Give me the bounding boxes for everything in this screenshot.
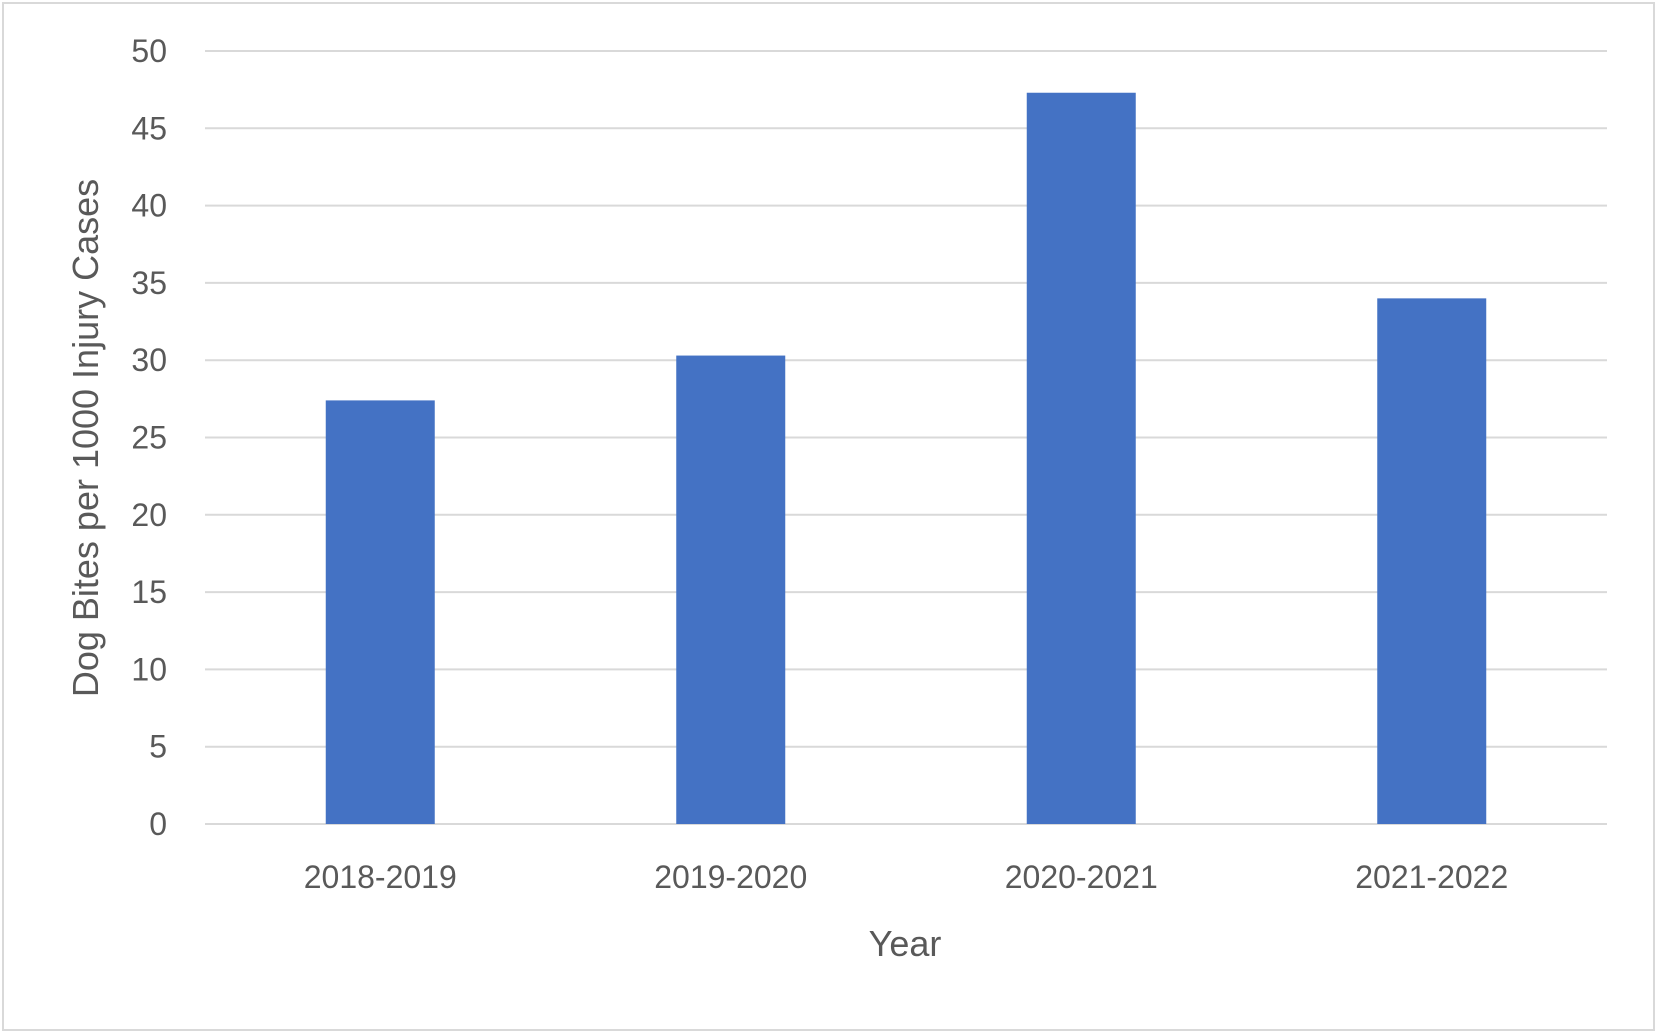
y-tick-label: 30 [131,342,167,378]
x-axis-title: Year [869,923,942,964]
bars [325,92,1487,824]
x-tick-label: 2020-2021 [1005,859,1158,895]
y-tick-label: 0 [149,806,167,842]
x-tick-label: 2021-2022 [1355,859,1508,895]
y-tick-label: 35 [131,265,167,301]
y-axis-title: Dog Bites per 1000 Injury Cases [65,179,106,697]
x-axis-ticks: 2018-2019 2019-2020 2020-2021 2021-2022 [304,859,1509,895]
y-tick-label: 20 [131,497,167,533]
y-tick-label: 50 [131,33,167,69]
y-tick-label: 45 [131,110,167,146]
bar-2018-2019 [325,400,435,824]
x-tick-label: 2019-2020 [654,859,807,895]
y-tick-label: 10 [131,651,167,687]
bar-2021-2022 [1377,298,1487,824]
x-tick-label: 2018-2019 [304,859,457,895]
gridlines [205,50,1607,825]
y-axis-ticks: 0 5 10 15 20 25 30 35 40 45 50 [131,33,167,842]
y-tick-label: 15 [131,574,167,610]
bar-2019-2020 [676,355,786,824]
y-tick-label: 40 [131,188,167,224]
bar-2020-2021 [1026,92,1136,824]
y-tick-label: 25 [131,420,167,456]
y-tick-label: 5 [149,729,167,765]
